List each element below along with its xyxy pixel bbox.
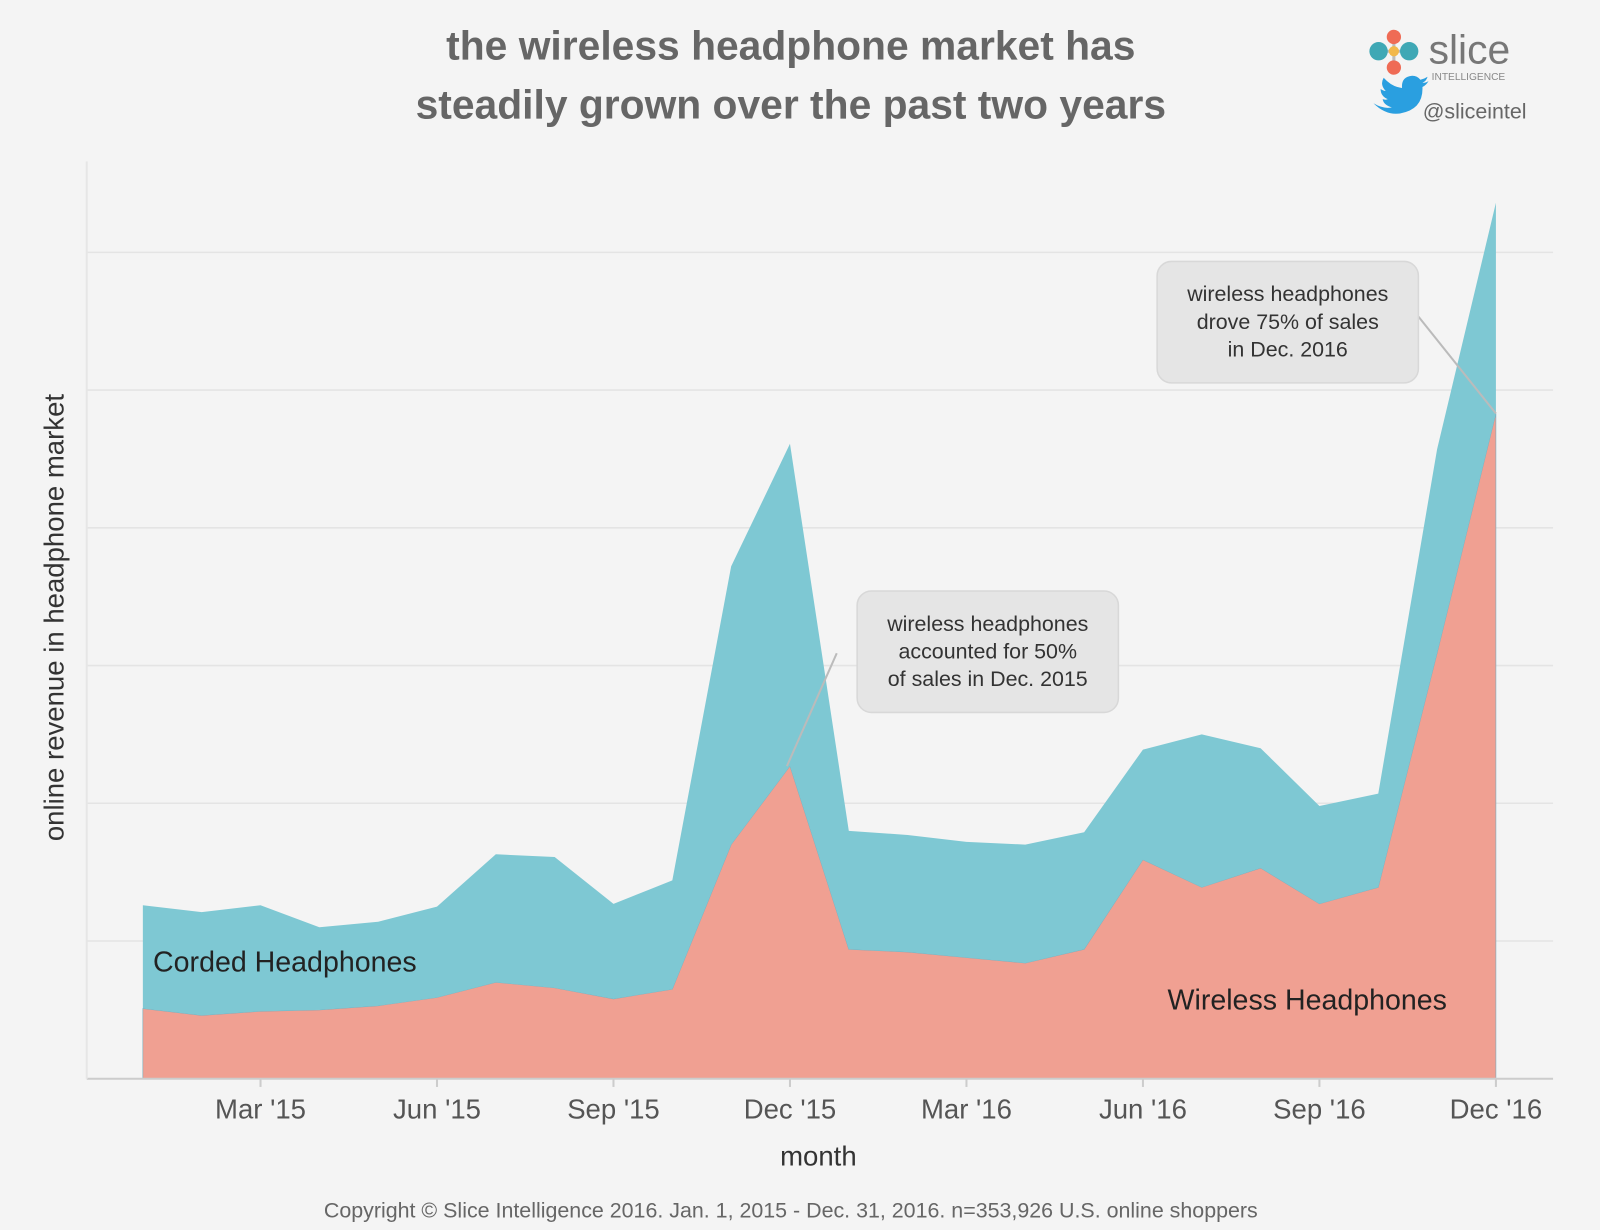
x-tick-label: Dec '16: [1450, 1094, 1543, 1125]
x-tick-label: Dec '15: [744, 1094, 837, 1125]
slice-logo-text: slice: [1429, 26, 1511, 72]
twitter-icon: [1373, 75, 1429, 114]
x-tick-label: Mar '16: [921, 1094, 1012, 1125]
chart-title-line-2: steadily grown over the past two years: [416, 82, 1166, 128]
annotation-text-line: drove 75% of sales: [1197, 310, 1379, 334]
twitter-handle: @sliceintel: [1423, 100, 1527, 124]
x-ticks: Mar '15 Jun '15 Sep '15 Dec '15 Mar '16 Jun '…: [215, 1078, 1543, 1125]
chart-title-line-1: the wireless headphone market has: [446, 22, 1135, 68]
slice-logo: slice INTELLIGENCE: [1369, 26, 1511, 83]
annotation-box: [1156, 260, 1420, 384]
footer-copyright: Copyright © Slice Intelligence 2016. Jan…: [324, 1199, 1258, 1223]
x-tick-label: Jun '16: [1099, 1094, 1187, 1125]
annotation-text-line: in Dec. 2016: [1228, 337, 1348, 361]
series-label-corded: Corded Headphones: [153, 947, 417, 979]
x-axis-label: month: [780, 1141, 857, 1172]
annotation: wireless headphones drove 75% of sales in …: [1156, 260, 1497, 415]
annotation-leader-line: [785, 652, 838, 767]
x-tick-label: Sep '16: [1273, 1094, 1366, 1125]
x-tick-label: Sep '15: [567, 1094, 660, 1125]
annotation-text-line: wireless headphones: [886, 612, 1088, 636]
slice-logo-subtext: INTELLIGENCE: [1432, 72, 1506, 83]
series-label-wireless: Wireless Headphones: [1168, 984, 1447, 1016]
annotation: wireless headphones accounted for 50% of s…: [785, 590, 1120, 767]
annotations: wireless headphones accounted for 50% of s…: [785, 260, 1497, 767]
annotation-text-line: accounted for 50%: [898, 639, 1077, 663]
slice-logo-icon: [1369, 29, 1419, 75]
annotation-text-line: of sales in Dec. 2015: [888, 667, 1088, 691]
annotation-box: [856, 590, 1120, 714]
annotation-leader-line: [1417, 315, 1497, 415]
area-corded-headphones: [142, 202, 1496, 1016]
annotation-text-line: wireless headphones: [1186, 282, 1388, 306]
y-axis-label: online revenue in headphone market: [38, 394, 69, 842]
x-tick-label: Jun '15: [393, 1094, 481, 1125]
x-tick-label: Mar '15: [215, 1094, 306, 1125]
